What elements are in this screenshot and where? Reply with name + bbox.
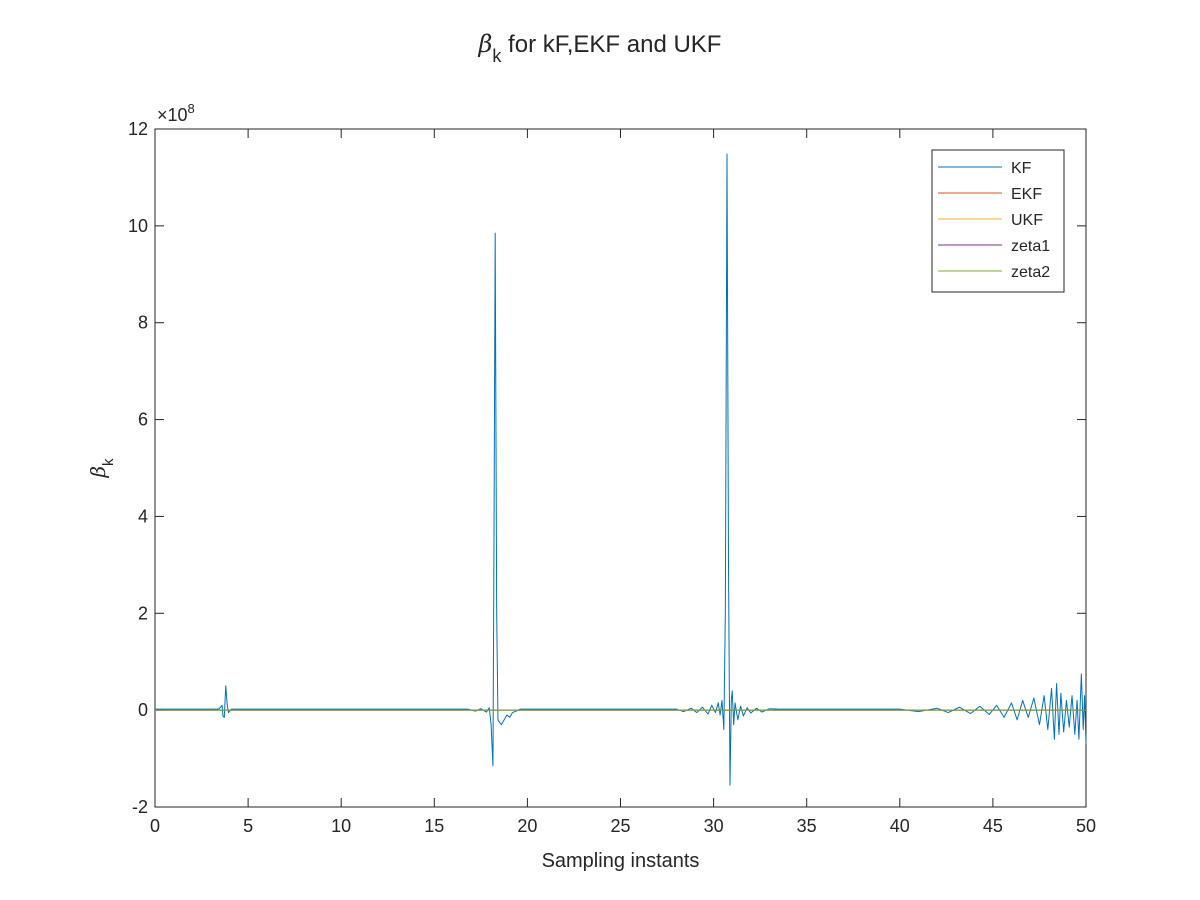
x-tick-label: 35 [797,816,817,836]
y-axis-label: βk [86,458,117,479]
legend-label-zeta1: zeta1 [1011,238,1050,255]
y-tick-label: 6 [138,410,148,430]
x-tick-label: 50 [1076,816,1096,836]
y-axis-ticks: -2 0 2 4 6 8 10 12 [128,119,1086,817]
x-axis-label: Sampling instants [542,850,700,872]
legend-label-kf: KF [1011,160,1032,177]
x-tick-label: 45 [983,816,1003,836]
y-tick-label: 4 [138,506,148,526]
legend-label-ukf: UKF [1011,212,1043,229]
chart-title: βk for kF,EKF and UKF [478,30,722,66]
series-line-kf [155,153,1087,786]
x-tick-label: 20 [517,816,537,836]
legend[interactable]: KF EKF UKF zeta1 zeta2 [931,149,1065,293]
x-tick-label: 15 [424,816,444,836]
x-tick-label: 0 [150,816,160,836]
x-tick-label: 30 [704,816,724,836]
x-tick-label: 40 [890,816,910,836]
x-tick-label: 10 [331,816,351,836]
x-axis-ticks: 0 5 10 15 20 25 30 35 40 45 50 [150,129,1096,836]
x-tick-label: 5 [243,816,253,836]
series-layer [155,153,1087,786]
y-tick-label: 12 [128,119,148,139]
y-tick-label: 8 [138,313,148,333]
y-axis-exponent: ×108 [157,101,195,125]
y-tick-label: -2 [132,797,148,817]
y-tick-label: 2 [138,603,148,623]
y-tick-label: 10 [128,216,148,236]
x-tick-label: 25 [610,816,630,836]
y-tick-label: 0 [138,700,148,720]
plot-area [154,128,1087,808]
legend-label-zeta2: zeta2 [1011,264,1050,281]
legend-label-ekf: EKF [1011,186,1042,203]
legend-box [931,149,1065,293]
